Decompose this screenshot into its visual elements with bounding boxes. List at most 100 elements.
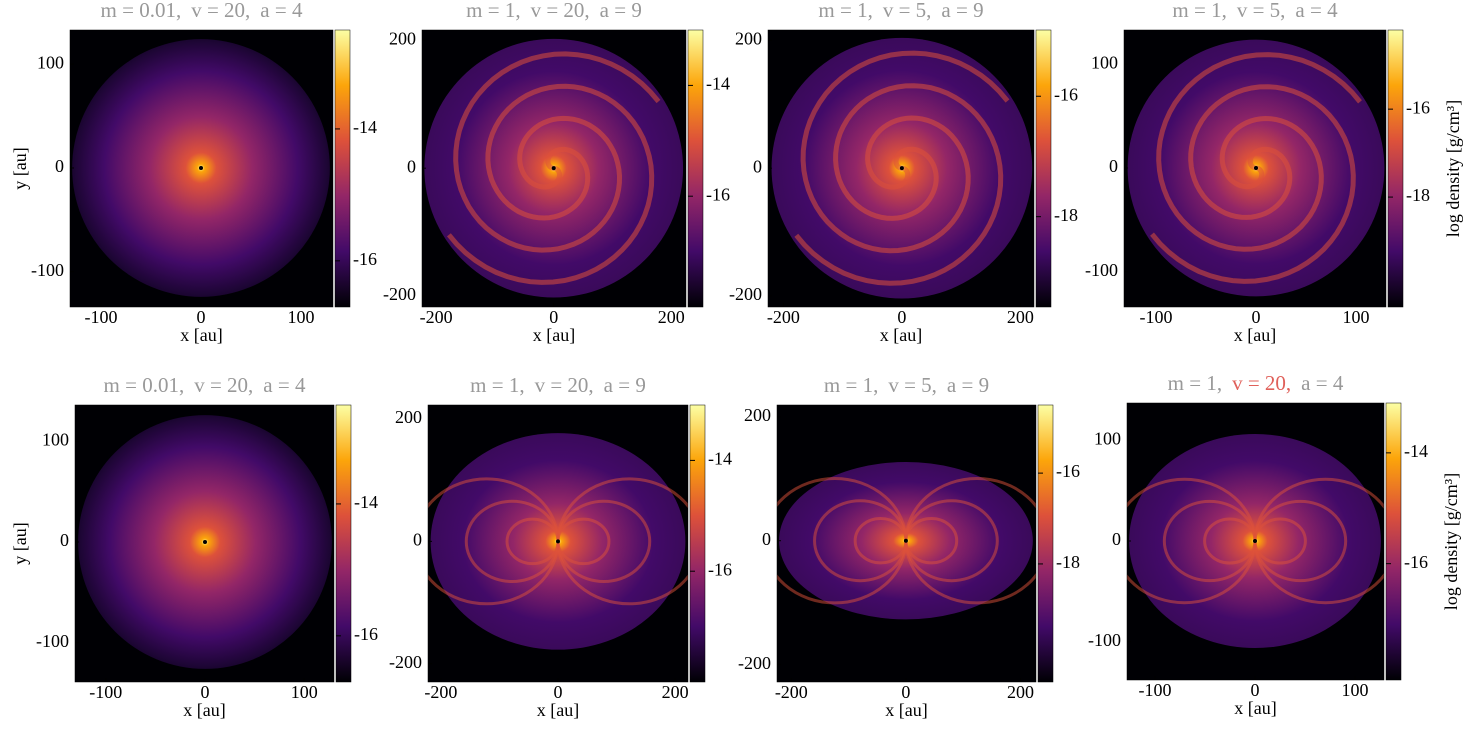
x-tick-label: 0 — [554, 682, 563, 702]
y-tick-label: 0 — [407, 156, 416, 176]
colorbar-tick-label: -18 — [1056, 552, 1080, 572]
colorbar — [1035, 29, 1052, 308]
x-tick-label: 200 — [658, 307, 685, 327]
x-axis-label: x [au] — [885, 700, 927, 720]
x-tick-label: 0 — [901, 682, 910, 702]
colorbar-tick-label: -14 — [354, 492, 378, 512]
title-part: v = 20, — [531, 0, 590, 22]
x-tick-label: -200 — [767, 307, 800, 327]
title-part: v = 5, — [883, 0, 932, 22]
y-axis-label: y [au] — [10, 522, 30, 564]
title-part: m = 1, — [466, 0, 520, 22]
colorbar — [1387, 29, 1404, 308]
colorbar-tick-label: -16 — [1054, 84, 1078, 104]
title-part: v = 20, — [535, 373, 594, 397]
x-tick-label: 100 — [1342, 680, 1369, 700]
plot-frame — [776, 404, 1037, 683]
x-tick-label: 0 — [197, 307, 206, 327]
panel: m = 1, v = 5, a = 4 -100 0 100 -100 0 100 x [au] -… — [1085, 0, 1463, 345]
colorbar-tick-label: -16 — [354, 624, 378, 644]
panel: m = 0.01, v = 20, a = 4 -100 0 100 -100 0 100 x [… — [10, 373, 378, 720]
colorbar-tick-label: -16 — [1404, 552, 1428, 572]
x-tick-label: -100 — [1139, 680, 1172, 700]
title-part: a = 4 — [263, 373, 306, 397]
colorbar-tick-label: -16 — [706, 184, 730, 204]
x-tick-label: 200 — [1007, 307, 1034, 327]
colorbar-tick-label: -16 — [1056, 461, 1080, 481]
colorbar-label: log density [g/cm³] — [1443, 100, 1463, 237]
density-map — [75, 405, 334, 682]
colorbar-tick-label: -14 — [353, 117, 377, 137]
title-part: a = 4 — [260, 0, 303, 22]
x-tick-label: 0 — [549, 307, 558, 327]
density-map — [777, 405, 1036, 682]
x-tick-label: 100 — [288, 307, 315, 327]
x-tick-label: -200 — [775, 682, 808, 702]
colorbar-tick-label: -16 — [708, 559, 732, 579]
panel: m = 1, v = 5, a = 9 -200 0 200 -200 0 200 x [au] -… — [729, 0, 1078, 345]
density-map — [428, 405, 688, 682]
colorbar-tick-label: -18 — [1406, 185, 1430, 205]
title-part: v = 20, — [1232, 371, 1291, 395]
x-tick-label: 0 — [1252, 307, 1261, 327]
plot-frame — [1123, 29, 1387, 308]
colorbar — [689, 404, 706, 683]
title-part: v = 20, — [194, 373, 253, 397]
panel-title: m = 1, v = 20, a = 9 — [470, 373, 646, 397]
y-tick-label: -100 — [31, 260, 64, 280]
x-axis-label: x [au] — [537, 700, 579, 720]
colorbar-tick-label: -16 — [1406, 97, 1430, 117]
title-part: m = 1, — [1168, 371, 1222, 395]
title-part: v = 20, — [191, 0, 250, 22]
density-map — [1127, 403, 1384, 680]
y-tick-label: 100 — [1091, 52, 1118, 72]
panel-title: m = 0.01, v = 20, a = 4 — [104, 373, 306, 397]
y-tick-label: -200 — [738, 653, 771, 673]
density-map — [70, 30, 333, 307]
colorbar-tick-label: -16 — [353, 249, 377, 269]
x-axis-label: x [au] — [180, 325, 222, 345]
panel-title: m = 1, v = 5, a = 9 — [818, 0, 983, 22]
x-tick-label: 100 — [1343, 307, 1370, 327]
title-part: v = 5, — [1237, 0, 1286, 22]
colorbar — [687, 29, 704, 308]
title-part: m = 1, — [818, 0, 872, 22]
colorbar — [335, 404, 352, 683]
x-axis-label: x [au] — [1234, 325, 1276, 345]
title-part: m = 0.01, — [104, 373, 185, 397]
x-tick-label: 100 — [291, 682, 318, 702]
y-axis-label: y [au] — [10, 147, 30, 189]
panel: m = 1, v = 5, a = 9 -200 0 200 -200 0 200 x [au] -… — [738, 373, 1080, 720]
x-tick-label: -200 — [420, 307, 453, 327]
x-tick-label: 0 — [897, 307, 906, 327]
x-axis-label: x [au] — [1234, 698, 1276, 718]
title-part: a = 9 — [941, 0, 983, 22]
x-tick-label: 0 — [200, 682, 209, 702]
y-tick-label: -200 — [729, 284, 762, 304]
y-tick-label: 0 — [753, 156, 762, 176]
y-tick-label: 0 — [1109, 156, 1118, 176]
y-tick-label: 200 — [389, 28, 416, 48]
y-tick-label: 0 — [1112, 529, 1121, 549]
x-axis-label: x [au] — [533, 325, 575, 345]
x-tick-label: 0 — [1251, 680, 1260, 700]
y-tick-label: -100 — [36, 631, 69, 651]
x-axis-label: x [au] — [183, 700, 225, 720]
density-map — [1124, 30, 1386, 307]
y-tick-label: 100 — [37, 52, 64, 72]
y-tick-label: -200 — [383, 284, 416, 304]
y-tick-label: 100 — [1094, 428, 1121, 448]
title-part: a = 9 — [600, 0, 642, 22]
y-tick-label: 0 — [60, 530, 69, 550]
colorbar — [1385, 402, 1402, 681]
title-part: m = 1, — [1172, 0, 1226, 22]
colorbar-label: log density [g/cm³] — [1441, 473, 1461, 610]
x-tick-label: 200 — [1007, 682, 1034, 702]
title-part: a = 4 — [1301, 371, 1344, 395]
title-part: m = 1, — [470, 373, 524, 397]
title-part: a = 4 — [1295, 0, 1338, 22]
colorbar-tick-label: -14 — [1404, 441, 1428, 461]
title-part: m = 0.01, — [101, 0, 182, 22]
density-map — [422, 30, 686, 307]
